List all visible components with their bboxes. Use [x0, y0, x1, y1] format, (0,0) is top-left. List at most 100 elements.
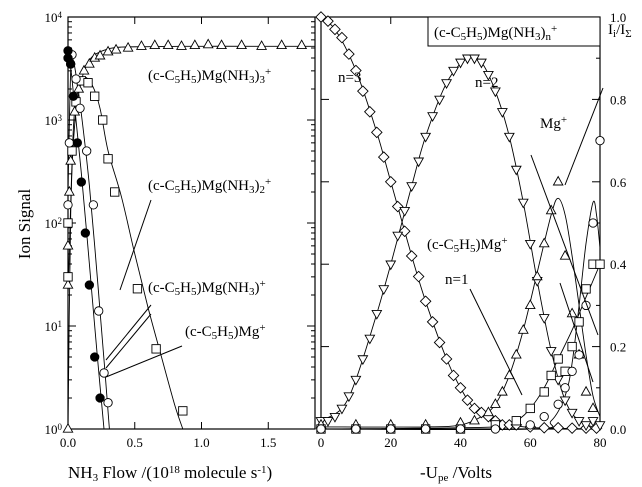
data-point-triangle [163, 40, 172, 48]
data-point-triangle [505, 370, 514, 378]
data-point-down-triangle [442, 80, 451, 88]
label-part: Flow /(10 [98, 463, 169, 482]
data-point-circle [72, 75, 80, 83]
right-fit-curves [321, 19, 600, 430]
x-tick-label: 1.0 [193, 435, 209, 450]
fit-line-square [68, 77, 183, 429]
label-part: )Mg(NH [197, 68, 250, 84]
data-point-circle [554, 400, 562, 408]
data-point-triangle [111, 45, 120, 53]
data-point-down-triangle [393, 232, 402, 240]
data-point-down-triangle [365, 335, 374, 343]
label-part: + [259, 322, 265, 334]
label-part: (c-C [148, 280, 175, 296]
data-point-triangle [257, 41, 266, 49]
label-part: H [180, 280, 191, 296]
data-point-triangle [498, 387, 507, 395]
y-tick-label: 0.0 [610, 422, 626, 437]
label-cp-mg: (c-C5H5)Mg+ [185, 322, 266, 342]
label-part: H [180, 178, 191, 194]
data-point-down-triangle [344, 393, 353, 401]
label-part: 18 [169, 464, 181, 476]
data-point-circle [589, 219, 597, 227]
data-point-circle [64, 201, 72, 209]
data-point-square [540, 388, 548, 396]
data-point-diamond [406, 251, 416, 261]
data-point-down-triangle [379, 286, 388, 294]
data-point-filled-circle [81, 229, 89, 237]
data-point-diamond [413, 271, 423, 281]
data-point-circle [456, 425, 464, 433]
data-point-down-triangle [358, 356, 367, 364]
label-part: H [217, 324, 228, 340]
data-point-filled-circle [66, 60, 74, 68]
label-part: n=3 [338, 70, 361, 86]
data-point-down-triangle [519, 199, 528, 207]
data-point-triangle [66, 156, 75, 164]
data-point-down-triangle [372, 310, 381, 318]
data-point-diamond [344, 49, 354, 59]
data-point-diamond [379, 152, 389, 162]
data-point-square [99, 116, 107, 124]
data-point-down-triangle [456, 59, 465, 67]
label-part: n=2 [475, 75, 498, 91]
data-point-down-triangle [428, 113, 437, 121]
data-point-circle [561, 384, 569, 392]
data-point-down-triangle [421, 133, 430, 141]
label-part: )Mg(NH [197, 280, 250, 296]
data-point-down-triangle [498, 109, 507, 117]
x-tick-label: 0.0 [60, 435, 76, 450]
x-tick-label: 60 [524, 435, 537, 450]
data-point-circle [82, 147, 90, 155]
data-point-triangle [553, 177, 562, 185]
data-point-square [84, 79, 92, 87]
label-part: Mg [540, 116, 561, 132]
data-point-down-triangle [400, 207, 409, 215]
label-part: H [180, 68, 191, 84]
data-point-circle [95, 307, 103, 315]
data-point-filled-circle [91, 353, 99, 361]
data-point-square [133, 285, 141, 293]
x-tick-label: 0 [318, 435, 325, 450]
y-tick-label: 0.8 [610, 92, 626, 107]
label-cp-mg-right: (c-C5H5)Mg+ [427, 235, 508, 255]
data-point-down-triangle [567, 409, 576, 417]
data-point-triangle [491, 399, 500, 407]
data-point-circle [575, 351, 583, 359]
label-part: )Mg [234, 324, 260, 340]
data-point-square [68, 147, 76, 155]
data-point-down-triangle [414, 158, 423, 166]
data-point-diamond [372, 127, 382, 137]
data-point-triangle [533, 271, 542, 279]
data-point-triangle [177, 41, 186, 49]
label-part: + [265, 176, 271, 188]
label-part: /Volts [448, 463, 492, 482]
data-point-down-triangle [526, 240, 535, 248]
data-point-square [64, 273, 72, 281]
data-point-down-triangle [351, 376, 360, 384]
label-cp-mg-nh3: (c-C5H5)Mg(NH3)+ [148, 278, 266, 298]
data-point-circle [568, 367, 576, 375]
data-point-diamond [434, 337, 444, 347]
data-point-filled-circle [85, 281, 93, 289]
right-plot-frame [321, 17, 600, 429]
label-part: Σ [625, 28, 631, 40]
data-point-circle [596, 136, 604, 144]
data-point-diamond [386, 177, 396, 187]
label-part: -1 [257, 464, 266, 476]
data-point-circle [76, 104, 84, 112]
label-part: + [260, 278, 266, 290]
label-part: (c-C [185, 324, 212, 340]
data-point-diamond [420, 296, 430, 306]
data-point-triangle [297, 40, 306, 48]
label-cp-mg-nh3-3: (c-C5H5)Mg(NH3)3+ [148, 66, 271, 86]
data-point-circle [352, 425, 360, 433]
data-point-circle [421, 425, 429, 433]
data-point-down-triangle [540, 315, 549, 323]
right-ylabel: Ii/IΣ [608, 22, 632, 40]
data-point-square [152, 345, 160, 353]
data-point-circle [540, 412, 548, 420]
label-n2: n=2 [475, 75, 498, 91]
y-tick-label: 103 [45, 113, 63, 128]
